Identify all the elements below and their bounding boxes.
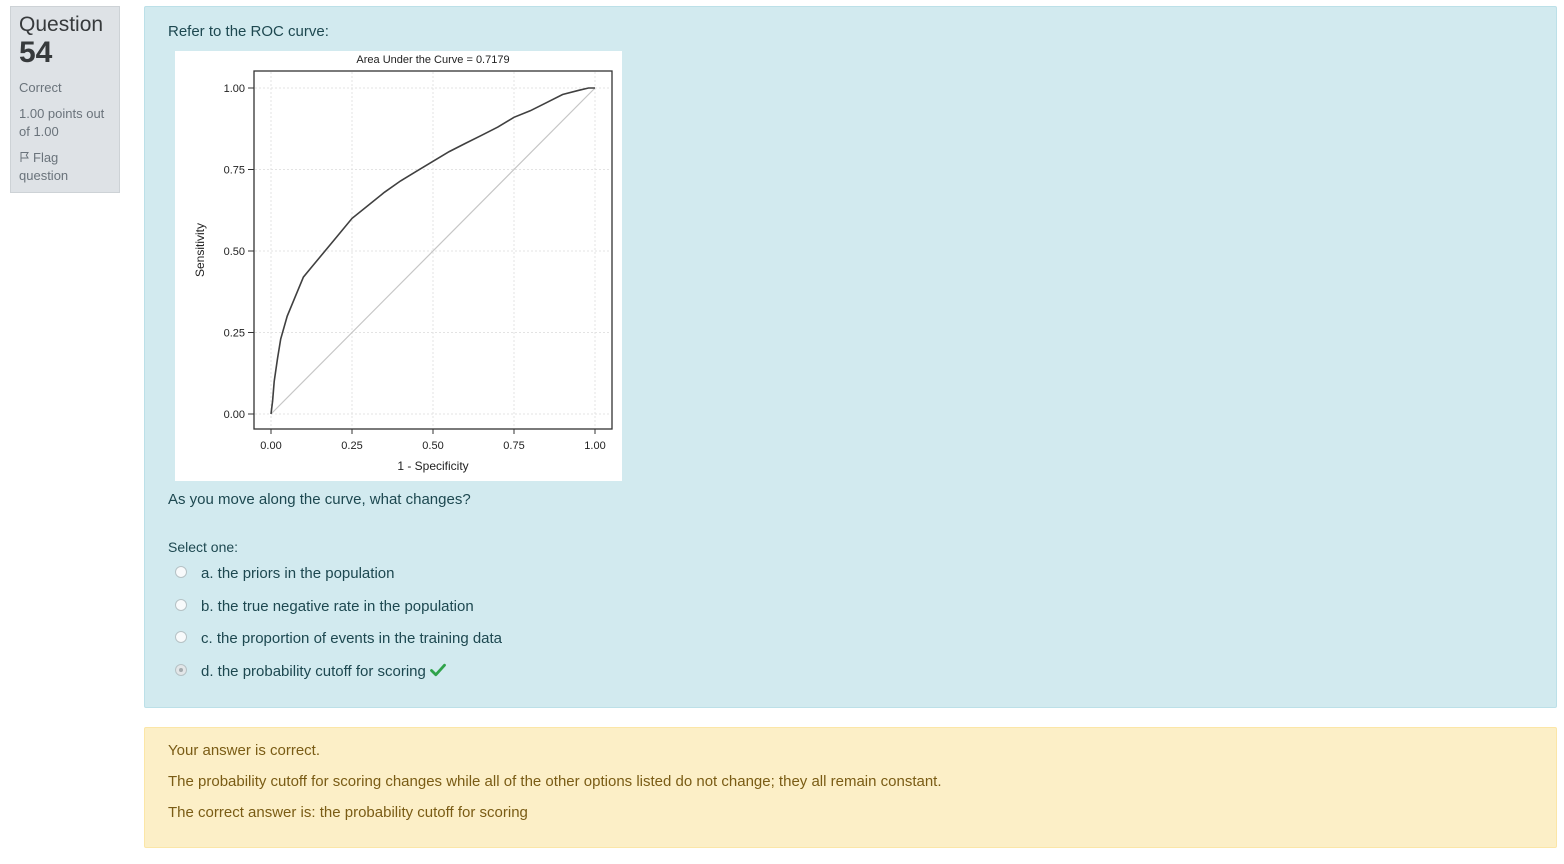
roc-chart-svg: 0.00 0.25 0.50 0.75 1.00 0.00 0.25 0.50 0.75 1.00…	[193, 54, 613, 473]
question-formulation: Refer to the ROC curve: 0.00 0.25 0.50 0.75…	[144, 6, 1557, 708]
option-a-label[interactable]: a. the priors in the population	[201, 565, 395, 582]
y-tick-label: 0.00	[224, 409, 245, 421]
y-tick-label: 1.00	[224, 83, 245, 95]
y-tick-label: 0.75	[224, 165, 245, 177]
chart-title: Area Under the Curve = 0.7179	[356, 54, 509, 66]
roc-chart: 0.00 0.25 0.50 0.75 1.00 0.00 0.25 0.50 0.75 1.00…	[175, 51, 622, 481]
option-b-label[interactable]: b. the true negative rate in the populat…	[201, 597, 474, 615]
x-tick-label: 0.50	[422, 440, 443, 452]
axis-ticks: 0.00 0.25 0.50 0.75 1.00 0.00 0.25 0.50 0.75 1.00	[224, 83, 606, 452]
y-axis-label: Sensitivity	[193, 223, 207, 277]
option-d-radio[interactable]	[175, 663, 187, 676]
series-diagonal-line	[270, 87, 596, 415]
feedback-panel: Your answer is correct. The probability …	[144, 727, 1557, 848]
y-tick-label: 0.25	[224, 328, 245, 340]
select-one-prompt: Select one:	[168, 539, 239, 555]
option-c-radio[interactable]	[175, 631, 187, 643]
question-number: 54	[19, 36, 53, 69]
option-d-label: d. the probability cutoff for scoring	[201, 662, 426, 680]
question-info-panel: Question 54 Correct 1.00 points out of 1…	[10, 6, 120, 193]
option-d-label-wrap[interactable]: d. the probability cutoff for scoring	[201, 663, 446, 680]
option-b-radio[interactable]	[175, 598, 187, 611]
feedback-correct-answer: The correct answer is: the probability c…	[168, 804, 528, 821]
check-icon	[429, 663, 446, 677]
question-state: Correct	[19, 80, 62, 95]
question-word: Question	[19, 13, 104, 36]
question-text: As you move along the curve, what change…	[168, 491, 471, 508]
question-grade: 1.00 points out of 1.00	[19, 106, 105, 139]
x-axis-label: 1 - Specificity	[397, 459, 468, 473]
x-tick-label: 0.00	[260, 440, 281, 452]
flag-question-link[interactable]: Flag question	[19, 149, 111, 185]
x-tick-label: 1.00	[584, 440, 605, 452]
option-c-label[interactable]: c. the proportion of events in the train…	[201, 630, 503, 647]
x-tick-label: 0.75	[503, 440, 524, 452]
flag-question-label: Flag question	[19, 150, 69, 183]
x-tick-label: 0.25	[341, 440, 362, 452]
option-a-radio[interactable]	[175, 566, 187, 578]
feedback-explanation: The probability cutoff for scoring chang…	[168, 773, 942, 790]
grid	[255, 72, 611, 428]
y-tick-label: 0.50	[224, 246, 245, 258]
flag-icon	[19, 150, 31, 162]
series-roc-line	[270, 87, 595, 415]
question-prompt: Refer to the ROC curve:	[168, 23, 329, 40]
feedback-result: Your answer is correct.	[168, 742, 321, 759]
